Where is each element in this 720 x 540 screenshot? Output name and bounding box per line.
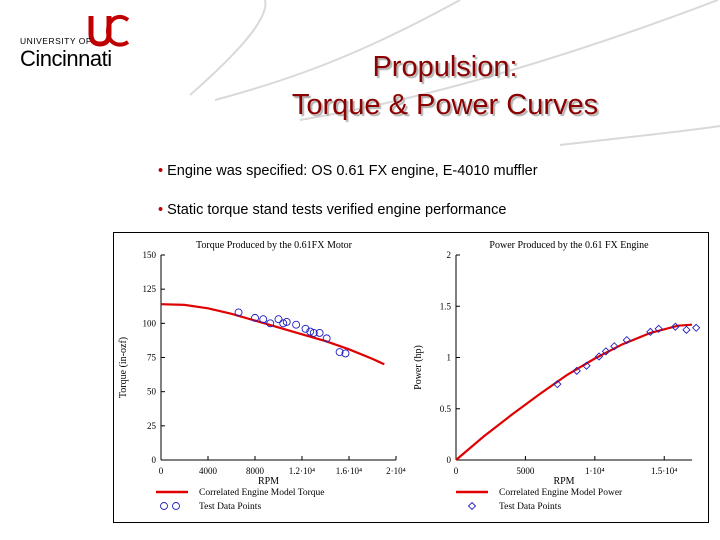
data-point-marker <box>234 308 243 317</box>
data-point-marker <box>259 315 268 324</box>
chart-title: Power Produced by the 0.61 FX Engine <box>489 240 649 251</box>
x-tick-label: 5000 <box>516 466 535 476</box>
x-tick-label: 0 <box>454 466 459 476</box>
series-line-model <box>160 303 385 366</box>
legend-swatch-marker <box>160 502 168 510</box>
y-tick-label: 1 <box>447 353 452 363</box>
data-point-marker <box>301 324 310 333</box>
chart-title: Torque Produced by the 0.61FX Motor <box>196 240 353 251</box>
x-tick-label: 1.5·10⁴ <box>651 466 677 476</box>
x-tick-label: 0 <box>159 466 164 476</box>
legend-swatch-marker <box>172 502 180 510</box>
chart-figure: Torque Produced by the 0.61FX Motor 0 25 50… <box>113 232 709 523</box>
y-tick-label: 125 <box>143 284 157 294</box>
data-point-marker <box>553 380 562 389</box>
slide-title-line-2: Torque & Power Curves <box>291 89 599 121</box>
legend-entry-label: Test Data Points <box>199 502 261 512</box>
slide-title: Propulsion: Torque & Power Curves <box>200 48 690 124</box>
data-point-marker <box>279 319 288 328</box>
bullet-dot-icon: • <box>158 202 164 218</box>
uc-monogram-icon <box>88 14 130 47</box>
data-point-marker <box>322 334 331 343</box>
y-tick-label: 100 <box>143 318 157 328</box>
bullet-torque-tests: • Static torque stand tests verified engi… <box>158 202 506 218</box>
legend-entry-label: Test Data Points <box>499 502 561 512</box>
x-axis-label: RPM <box>258 476 279 487</box>
data-point-marker <box>572 366 581 375</box>
bullet-dot-icon: • <box>158 163 164 179</box>
y-tick-label: 1.5 <box>440 301 452 311</box>
y-tick-label: 75 <box>147 353 157 363</box>
data-point-marker <box>292 320 301 329</box>
legend-swatch-marker <box>467 501 477 511</box>
x-axis-label: RPM <box>553 476 574 487</box>
data-point-marker <box>315 328 324 337</box>
x-tick-label: 1.2·10⁴ <box>289 466 315 476</box>
x-tick-label: 2·10⁴ <box>386 466 406 476</box>
charts-canvas: Torque Produced by the 0.61FX Motor 0 25 50… <box>118 240 701 512</box>
bullet-text: Static torque stand tests verified engin… <box>167 202 507 218</box>
data-point-marker <box>601 347 611 356</box>
y-axis-label: Torque (in-ozf) <box>118 337 129 398</box>
logo-line-cincinnati: Cincinnati <box>20 46 112 71</box>
x-tick-label: 1·10⁴ <box>585 466 605 476</box>
data-point-marker <box>341 349 350 358</box>
series-line-model <box>455 323 693 461</box>
header-swoosh-decoration <box>189 0 720 146</box>
data-point-marker <box>682 325 691 334</box>
slide-title-line-1: Propulsion: <box>372 51 518 83</box>
data-point-marker <box>671 322 680 331</box>
y-tick-label: 0 <box>152 455 157 465</box>
data-point-marker <box>309 328 318 337</box>
legend-entry-label: Correlated Engine Model Power <box>499 488 623 498</box>
data-point-marker <box>274 315 283 324</box>
x-tick-label: 8000 <box>246 466 265 476</box>
data-point-marker <box>335 348 344 356</box>
y-tick-label: 2 <box>447 250 452 260</box>
bullet-text: Engine was specified: OS 0.61 FX engine,… <box>167 163 538 179</box>
data-point-marker <box>251 313 259 322</box>
data-point-marker <box>610 342 619 351</box>
x-tick-label: 4000 <box>199 466 218 476</box>
bullet-engine-spec: • Engine was specified: OS 0.61 FX engine… <box>158 163 538 179</box>
y-tick-label: 0.5 <box>440 404 452 414</box>
data-point-marker <box>594 352 604 361</box>
legend-entry-label: Correlated Engine Model Torque <box>199 488 325 498</box>
data-point-marker <box>582 361 591 370</box>
y-tick-label: 0 <box>447 455 452 465</box>
x-tick-label: 1.6·10⁴ <box>336 466 362 476</box>
data-point-marker <box>692 323 701 332</box>
data-point-marker <box>266 319 275 328</box>
y-tick-label: 50 <box>147 387 157 397</box>
data-point-marker <box>282 318 291 326</box>
data-point-marker <box>622 335 631 345</box>
data-point-marker <box>654 324 663 333</box>
logo-line-university-of: UNIVERSITY OF <box>20 36 92 46</box>
data-point-marker <box>306 327 315 336</box>
data-point-marker <box>646 327 655 337</box>
y-tick-label: 25 <box>147 421 157 431</box>
university-logo: UNIVERSITY OF Cincinnati <box>18 14 138 71</box>
y-axis-label: Power (hp) <box>413 345 424 390</box>
y-tick-label: 150 <box>143 250 157 260</box>
